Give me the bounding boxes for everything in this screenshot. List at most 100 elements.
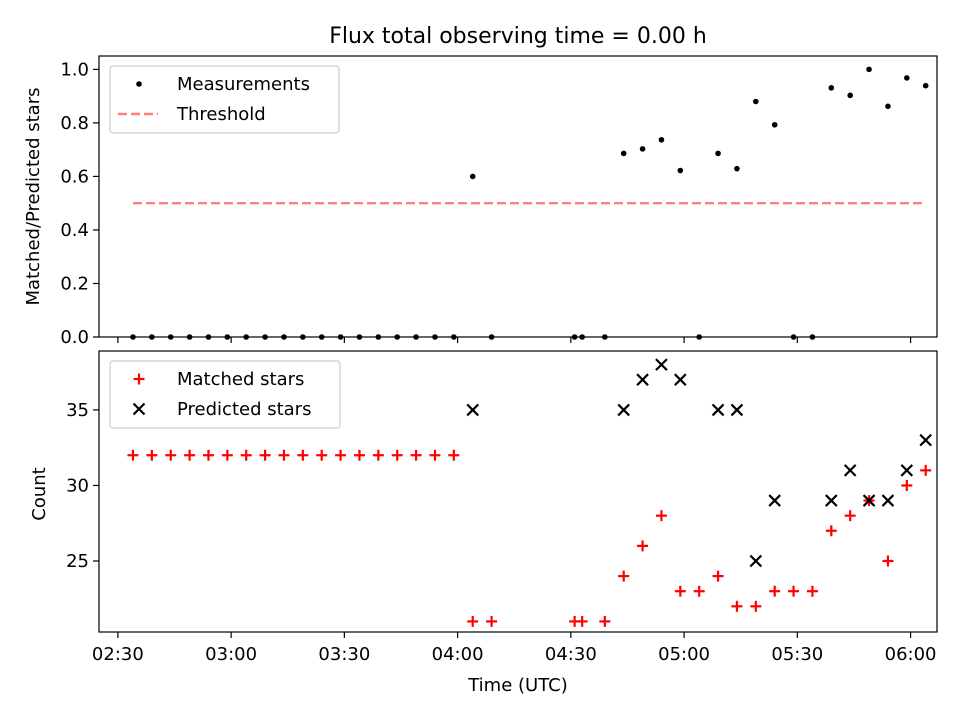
matched-stars-point	[901, 479, 913, 491]
chart-title: Flux total observing time = 0.00 h	[329, 24, 707, 49]
matched-stars-point	[806, 585, 818, 597]
matched-stars-point	[165, 449, 177, 461]
matched-stars-point	[297, 449, 309, 461]
matched-stars-point	[335, 449, 347, 461]
predicted-stars-point	[749, 554, 763, 568]
count-x-tick-label: 06:00	[885, 644, 937, 665]
measurements-point	[828, 85, 835, 91]
ratio-panel: 0.0 0.2 0.4 0.6 0.8 1.0 Matched/Predicted sta…	[23, 55, 938, 348]
matched-stars-point	[127, 449, 139, 461]
predicted-stars-point	[674, 373, 687, 386]
measurements-point	[847, 92, 853, 99]
legend-measurements-marker	[136, 81, 142, 87]
measurements-point	[715, 150, 721, 157]
matched-stars-point	[353, 449, 365, 461]
matched-stars-series	[127, 449, 932, 627]
predicted-stars-point	[881, 494, 895, 507]
ratio-legend: Measurements Threshold	[109, 65, 340, 134]
predicted-stars-point	[711, 403, 725, 417]
predicted-stars-point	[768, 494, 781, 507]
count-y-tick-label: 25	[66, 551, 89, 572]
ratio-y-tick-label: 1.0	[60, 59, 89, 80]
legend-threshold-label: Threshold	[176, 104, 266, 125]
measurements-point	[753, 98, 759, 105]
count-panel: 25 30 35 02:30 03:00 03:30 04:00 04:30 05:00 05:…	[29, 350, 938, 696]
matched-stars-point	[769, 585, 781, 597]
measurements-point	[885, 103, 891, 110]
predicted-stars-point	[655, 358, 668, 371]
measurements-point	[904, 75, 910, 81]
ratio-y-tick-label: 0.4	[60, 220, 89, 241]
matched-stars-point	[712, 570, 724, 582]
count-x-tick-label: 04:00	[432, 644, 484, 665]
measurements-point	[922, 82, 929, 89]
measurements-point	[866, 66, 872, 73]
matched-stars-point	[576, 615, 588, 627]
predicted-stars-point	[900, 464, 914, 477]
legend-measurements-label: Measurements	[177, 74, 310, 95]
predicted-stars-point	[636, 373, 649, 386]
predicted-stars-point	[825, 494, 838, 507]
matched-stars-point	[240, 449, 252, 461]
ratio-y-tick-label: 0.6	[60, 166, 89, 187]
matched-stars-point	[486, 615, 498, 627]
matched-stars-point	[825, 525, 837, 537]
count-x-tick-label: 05:00	[658, 644, 710, 665]
matched-stars-point	[788, 585, 800, 597]
count-x-tick-label: 03:30	[318, 644, 370, 665]
matched-stars-point	[278, 449, 290, 461]
matched-stars-point	[467, 615, 479, 627]
count-x-tick-label: 05:30	[771, 644, 823, 665]
measurements-point	[677, 167, 684, 174]
matched-stars-point	[410, 449, 422, 461]
matched-stars-point	[637, 540, 649, 552]
matched-stars-point	[655, 510, 667, 522]
ratio-y-tick-label: 0.2	[60, 273, 89, 294]
predicted-stars-point	[843, 464, 857, 477]
matched-stars-point	[316, 449, 328, 461]
measurements-point	[658, 136, 665, 143]
x-axis-label: Time (UTC)	[467, 675, 568, 696]
matched-stars-point	[882, 555, 894, 567]
matched-stars-point	[618, 570, 630, 582]
matched-stars-point	[372, 449, 384, 461]
count-x-tick-label: 02:30	[92, 644, 144, 665]
count-y-tick-label: 30	[66, 475, 89, 496]
matched-stars-point	[259, 449, 271, 461]
matched-stars-point	[674, 585, 686, 597]
matched-stars-point	[184, 449, 196, 461]
predicted-stars-point	[730, 403, 744, 417]
legend-box	[109, 65, 340, 134]
ratio-plot-frame	[98, 55, 938, 338]
predicted-stars-point	[919, 433, 932, 447]
measurements-point	[771, 121, 778, 128]
predicted-stars-point	[862, 494, 876, 507]
legend-matched-stars-marker	[133, 373, 145, 385]
measurements-point	[639, 146, 646, 152]
measurements-point	[734, 165, 740, 172]
matched-stars-point	[844, 510, 856, 522]
measurements-point	[469, 173, 476, 180]
ratio-y-tick-label: 0.8	[60, 113, 89, 134]
matched-stars-point	[731, 600, 743, 612]
matched-stars-point	[391, 449, 403, 461]
count-plot-frame	[98, 350, 938, 633]
legend-predicted-stars-marker	[132, 402, 146, 416]
count-x-tick-label: 04:30	[545, 644, 597, 665]
legend-predicted-stars-label: Predicted stars	[177, 399, 311, 420]
predicted-stars-point	[466, 403, 479, 417]
matched-stars-point	[146, 449, 158, 461]
legend-box	[109, 360, 341, 429]
legend-matched-stars-label: Matched stars	[177, 369, 304, 390]
count-y-tick-label: 35	[66, 400, 89, 421]
matched-stars-point	[202, 449, 214, 461]
count-y-axis-label: Count	[29, 467, 50, 520]
matched-stars-point	[221, 449, 233, 461]
ratio-y-tick-label: 0.0	[60, 327, 89, 348]
measurements-point	[620, 150, 627, 157]
matched-stars-point	[599, 615, 611, 627]
count-legend: Matched stars Predicted stars	[109, 360, 341, 429]
matched-stars-point	[429, 449, 441, 461]
matched-stars-point	[750, 600, 762, 612]
